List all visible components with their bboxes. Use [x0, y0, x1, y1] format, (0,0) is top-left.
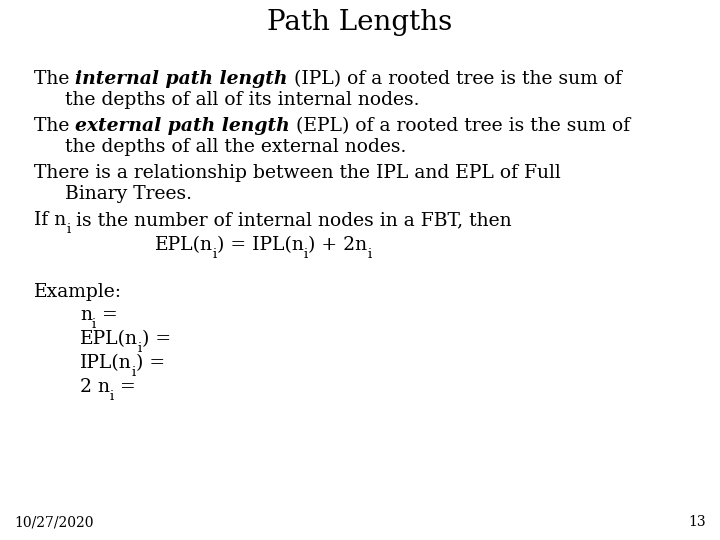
Text: ) =: ) = — [142, 330, 171, 348]
Text: the depths of all the external nodes.: the depths of all the external nodes. — [65, 138, 406, 156]
Text: (EPL) of a rooted tree is the sum of: (EPL) of a rooted tree is the sum of — [290, 117, 630, 135]
Text: internal path length: internal path length — [76, 70, 288, 88]
Text: is the number of internal nodes in a FBT, then: is the number of internal nodes in a FBT… — [71, 211, 512, 229]
Text: =: = — [114, 378, 136, 396]
Text: Binary Trees.: Binary Trees. — [65, 185, 192, 203]
Text: ) =: ) = — [136, 354, 165, 372]
Text: =: = — [96, 306, 118, 324]
Text: EPL(n: EPL(n — [80, 330, 138, 348]
Text: i: i — [213, 248, 217, 261]
Text: external path length: external path length — [76, 117, 290, 135]
Text: i: i — [66, 223, 71, 236]
Text: i: i — [304, 248, 308, 261]
Text: 13: 13 — [688, 516, 706, 530]
Text: (IPL) of a rooted tree is the sum of: (IPL) of a rooted tree is the sum of — [288, 70, 622, 88]
Text: The: The — [34, 70, 76, 88]
Text: ) = IPL(n: ) = IPL(n — [217, 236, 304, 254]
Text: i: i — [92, 318, 96, 331]
Text: The: The — [34, 117, 76, 135]
Text: the depths of all of its internal nodes.: the depths of all of its internal nodes. — [65, 91, 420, 109]
Text: i: i — [132, 366, 136, 379]
Text: 2 n: 2 n — [80, 378, 110, 396]
Text: ) + 2n: ) + 2n — [308, 236, 367, 254]
Text: There is a relationship between the IPL and EPL of Full: There is a relationship between the IPL … — [34, 164, 561, 182]
Text: i: i — [110, 390, 114, 403]
Text: i: i — [367, 248, 372, 261]
Text: EPL(n: EPL(n — [155, 236, 213, 254]
Text: Path Lengths: Path Lengths — [267, 9, 453, 36]
Text: Example:: Example: — [34, 283, 122, 301]
Text: i: i — [138, 342, 142, 355]
Text: IPL(n: IPL(n — [80, 354, 132, 372]
Text: 10/27/2020: 10/27/2020 — [14, 516, 94, 530]
Text: If n: If n — [34, 211, 66, 229]
Text: n: n — [80, 306, 92, 324]
